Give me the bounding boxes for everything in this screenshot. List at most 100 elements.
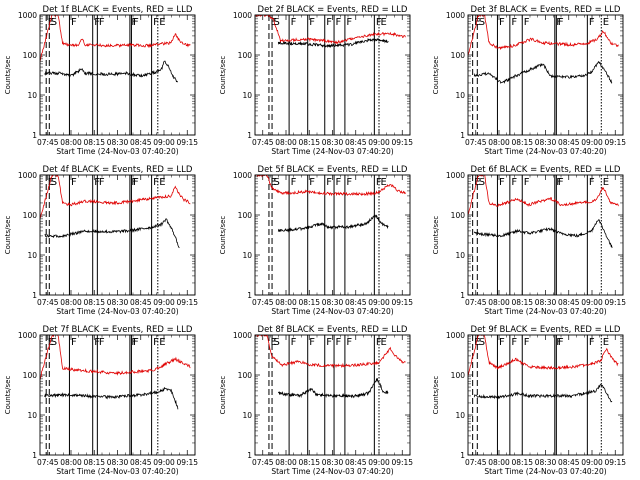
y-tick-label: 1000 [233,171,252,180]
chart-title: Det 2f BLACK = Events, RED = LLD [258,5,408,15]
x-tick-label: 09:00 [368,298,390,307]
chart-panel-5: Det 5f BLACK = Events, RED = LLD 1 10 100 10… [219,165,413,316]
x-tick-label: 08:00 [488,298,510,307]
y-tick-label: 1 [247,291,252,300]
marker-label-F: F [291,337,297,348]
y-axis-label: Counts/sec [4,56,12,95]
marker-label-S: S [274,17,280,28]
marker-label-S: S [51,17,57,28]
marker-label-F: F [499,337,505,348]
marker-label-E: E [159,17,165,28]
x-tick-label: 09:00 [153,458,175,467]
marker-label-F: F [133,337,139,348]
marker-label-F: F [558,177,564,188]
chart-panel-6: Det 6f BLACK = Events, RED = LLD 1 10 100 10… [432,165,626,316]
y-axis-label: Counts/sec [432,376,440,415]
x-tick-label: 08:15 [83,138,105,147]
plot-frame [467,334,624,456]
marker-label-F: F [589,17,595,28]
marker-label-F: F [511,177,517,188]
x-tick-label: 08:15 [83,298,105,307]
marker-label-F: F [131,17,137,28]
marker-label-E: E [381,177,387,188]
x-tick-label: 08:00 [488,138,510,147]
marker-label-F: F [524,177,530,188]
chart-title: Det 5f BLACK = Events, RED = LLD [258,165,408,175]
marker-label-F: F [71,177,77,188]
x-tick-label: 08:00 [275,298,297,307]
marker-label-F: F [346,177,352,188]
marker-label-F: F [71,17,77,28]
y-axis-label: Counts/sec [4,376,12,415]
x-tick-label: 08:00 [488,458,510,467]
x-tick-label: 09:00 [153,138,175,147]
x-tick-label: 08:45 [558,298,580,307]
marker-label-F: F [133,17,139,28]
series-line-events [44,218,180,249]
marker-label-F: F [309,17,315,28]
marker-label-E: E [474,177,480,188]
marker-label-F: F [558,17,564,28]
marker-label-E: E [159,337,165,348]
x-tick-label: 09:15 [604,458,626,467]
marker-label-F: F [589,177,595,188]
x-tick-label: 08:15 [83,458,105,467]
y-tick-label: 100 [238,51,253,60]
series-line-lld [40,15,191,62]
chart-title: Det 7f BLACK = Events, RED = LLD [43,325,193,335]
marker-label-F: F [499,17,505,28]
series-line-events [277,37,389,49]
y-tick-label: 1000 [233,331,252,340]
x-tick-label: 07:45 [252,138,274,147]
marker-label-F: F [326,177,332,188]
y-tick-label: 10 [27,91,37,100]
x-tick-label: 08:15 [511,458,533,467]
x-tick-label: 08:00 [60,458,82,467]
plot-frame [39,14,196,136]
x-tick-label: 09:00 [368,458,390,467]
marker-label-F: F [336,17,342,28]
x-tick-label: 08:45 [345,458,367,467]
x-tick-label: 07:45 [37,138,59,147]
series-line-lld [468,175,619,215]
marker-label-S: S [479,177,485,188]
marker-label-F: F [336,337,342,348]
x-tick-label: 09:15 [391,138,413,147]
x-axis-label: Start Time (24-Nov-03 07:40:20) [56,307,178,316]
series-line-lld [40,335,191,381]
x-tick-label: 08:15 [511,298,533,307]
series-line-lld [255,175,406,197]
marker-label-S: S [274,337,280,348]
plot-frame [254,14,411,136]
x-axis-label: Start Time (24-Nov-03 07:40:20) [484,467,606,476]
series-line-events [44,60,179,83]
marker-label-F: F [71,337,77,348]
series-line-events [473,218,613,249]
marker-label-E: E [48,17,54,28]
marker-label-F: F [291,17,297,28]
marker-label-F: F [346,17,352,28]
x-tick-label: 08:30 [322,458,344,467]
x-tick-label: 08:30 [107,458,129,467]
chart-title: Det 9f BLACK = Events, RED = LLD [471,325,621,335]
chart-panel-8: Det 8f BLACK = Events, RED = LLD 1 10 100 10… [219,325,413,476]
x-tick-label: 08:15 [298,458,320,467]
marker-label-F: F [326,337,332,348]
x-tick-label: 08:00 [60,138,82,147]
marker-label-F: F [99,177,105,188]
y-tick-label: 1 [460,291,465,300]
y-tick-label: 1 [32,131,37,140]
marker-label-E: E [159,177,165,188]
x-tick-label: 08:45 [345,298,367,307]
chart-title: Det 4f BLACK = Events, RED = LLD [43,165,193,175]
marker-label-E: E [603,17,609,28]
marker-label-E: E [270,17,276,28]
chart-title: Det 6f BLACK = Events, RED = LLD [471,165,621,175]
chart-title: Det 3f BLACK = Events, RED = LLD [471,5,621,15]
marker-label-F: F [511,17,517,28]
series-line-events [473,60,613,84]
y-axis-label: Counts/sec [4,216,12,255]
y-axis-label: Counts/sec [219,216,227,255]
marker-label-F: F [99,337,105,348]
